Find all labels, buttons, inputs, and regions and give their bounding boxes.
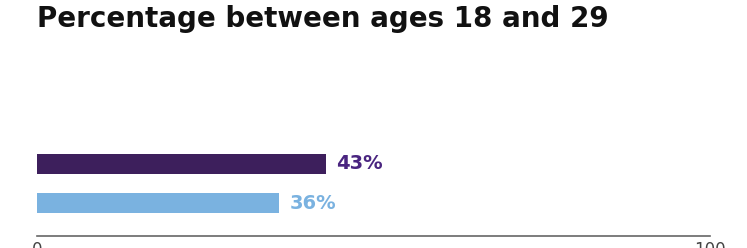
Bar bbox=[37, 154, 326, 174]
Text: Percentage between ages 18 and 29: Percentage between ages 18 and 29 bbox=[37, 5, 609, 33]
Bar bbox=[37, 193, 279, 214]
Text: 36%: 36% bbox=[290, 193, 336, 213]
Text: 43%: 43% bbox=[337, 155, 383, 174]
